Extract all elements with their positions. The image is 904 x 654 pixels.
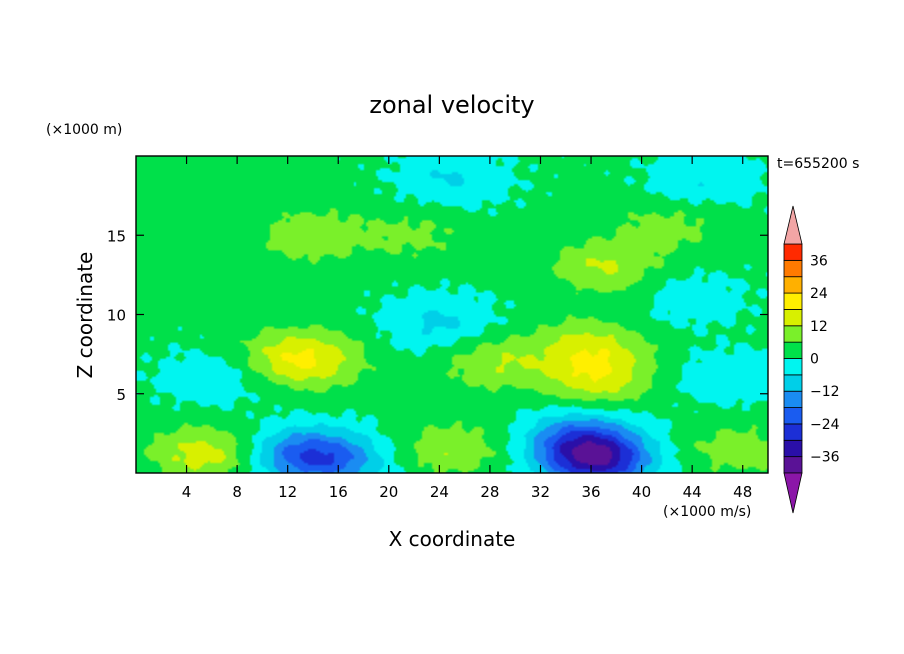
colorbar-extend-low bbox=[783, 472, 803, 514]
colorbar-tick-label: 0 bbox=[810, 352, 819, 368]
colorbar-swatch bbox=[783, 423, 803, 441]
colorbar: 36 24 12 0 −12 −24 −36 bbox=[783, 205, 840, 514]
colorbar-swatch bbox=[783, 309, 803, 327]
colorbar-swatch bbox=[783, 390, 803, 408]
colorbar-swatch bbox=[783, 407, 803, 425]
colorbar-swatch bbox=[783, 243, 803, 261]
x-tick-label: 48 bbox=[733, 483, 752, 501]
x-tick-label: 28 bbox=[480, 483, 499, 501]
y-tick-label: 10 bbox=[107, 307, 126, 325]
colorbar-tick-label: 24 bbox=[810, 286, 828, 302]
y-tick-label: 5 bbox=[116, 386, 126, 404]
x-tick-label: 32 bbox=[531, 483, 550, 501]
colorbar-swatch bbox=[783, 374, 803, 392]
y-unit-label: (×1000 m) bbox=[46, 122, 122, 138]
colorbar-swatch bbox=[783, 358, 803, 376]
colorbar-tick-label: −24 bbox=[810, 417, 840, 433]
x-tick-label: 8 bbox=[232, 483, 242, 501]
y-axis: 5 10 15 bbox=[107, 227, 768, 404]
x-tick-label: 24 bbox=[430, 483, 449, 501]
x-unit-label: (×1000 m/s) bbox=[663, 504, 751, 520]
x-tick-label: 36 bbox=[581, 483, 600, 501]
chart-title: zonal velocity bbox=[369, 91, 534, 119]
x-tick-label: 4 bbox=[182, 483, 192, 501]
x-tick-label: 16 bbox=[329, 483, 348, 501]
x-tick-label: 20 bbox=[379, 483, 398, 501]
colorbar-swatch bbox=[783, 439, 803, 458]
x-tick-label: 12 bbox=[278, 483, 297, 501]
colorbar-tick-label: 36 bbox=[810, 253, 828, 269]
y-tick-label: 15 bbox=[107, 227, 126, 245]
contour-image bbox=[136, 156, 768, 473]
x-axis-label: X coordinate bbox=[389, 527, 516, 551]
colorbar-swatch bbox=[783, 325, 803, 343]
x-tick-label: 40 bbox=[632, 483, 651, 501]
colorbar-tick-label: −12 bbox=[810, 384, 840, 400]
colorbar-swatch bbox=[783, 456, 803, 474]
x-axis: 4 8 12 16 20 24 28 32 36 40 44 48 bbox=[182, 156, 752, 501]
colorbar-swatch bbox=[783, 276, 803, 294]
colorbar-swatch bbox=[783, 292, 803, 310]
colorbar-swatch bbox=[783, 259, 803, 278]
y-axis-label: Z coordinate bbox=[73, 252, 97, 379]
colorbar-swatch bbox=[783, 341, 803, 359]
time-label: t=655200 s bbox=[777, 156, 859, 172]
colorbar-extend-high bbox=[783, 205, 803, 245]
colorbar-tick-label: 12 bbox=[810, 319, 828, 335]
colorbar-tick-label: −36 bbox=[810, 450, 840, 466]
x-tick-label: 44 bbox=[683, 483, 702, 501]
